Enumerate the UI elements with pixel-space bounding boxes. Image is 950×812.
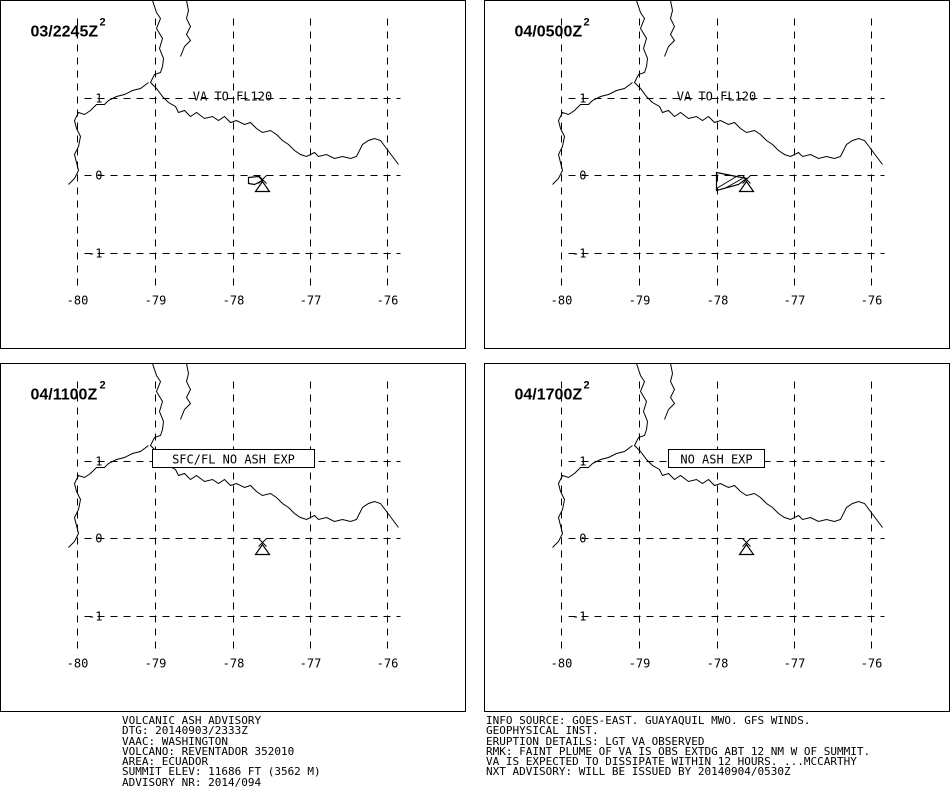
longitude-tick-label: -78 [223,657,245,671]
longitude-tick-label: -80 [67,657,89,671]
coastline-west [68,82,149,185]
advisory-eruption-details: ERUPTION DETAILS: LGT VA OBSERVED [486,734,705,748]
advisory-dtg: DTG: 20140903/2333Z [122,724,248,738]
annotation-box [152,449,315,468]
coastline [633,0,883,165]
advisory-right-column: INFO SOURCE: GOES-EAST. GUAYAQUIL MWO. G… [486,714,871,779]
ash-annotation: VA TO FL120 [677,90,756,104]
latitude-tick-label: 0 [95,532,102,546]
border-line [664,0,676,57]
panel-time-label: 03/2245Z [31,24,99,41]
longitude-tick-label: -79 [145,294,167,308]
longitude-tick-label: -80 [551,657,573,671]
latitude-tick-label: 1 [95,92,102,106]
advisory-remark: RMK: FAINT PLUME OF VA IS OBS EXTDG ABT … [486,744,871,758]
advisory-summit-elev: SUMMIT ELEV: 11686 FT (3562 M) [122,765,321,779]
longitude-tick-label: -80 [67,294,89,308]
panel-time-superscript: 2 [100,380,106,392]
panel-time-label: 04/0500Z [515,24,583,41]
latitude-tick-label: 0 [579,169,586,183]
longitude-tick-label: -78 [223,294,245,308]
longitude-tick-label: -77 [300,657,322,671]
coastline [633,363,883,528]
border-line [180,0,192,57]
longitude-tick-label: -77 [784,657,806,671]
advisory-title: VOLCANIC ASH ADVISORY [122,714,262,727]
volcano-triangle-icon [254,175,271,193]
longitude-tick-label: -80 [551,294,573,308]
border-line [664,363,676,420]
border-line [180,363,192,420]
longitude-tick-label: -79 [629,294,651,308]
panel-time-superscript: 2 [100,17,106,29]
coastline-west [552,445,633,548]
coastline [149,0,399,165]
longitude-tick-label: -76 [861,657,883,671]
ash-annotation: NO ASH EXP [680,453,752,467]
advisory-info-source-cont: GEOPHYSICAL INST. [486,724,599,738]
panel-time-superscript: 2 [584,17,590,29]
volcano-triangle-icon [738,538,755,556]
longitude-tick-label: -76 [377,294,399,308]
longitude-tick-label: -78 [707,294,729,308]
latitude-tick-label: 0 [579,532,586,546]
ash-cloud-polygon [247,175,264,186]
advisory-left-column: VOLCANIC ASH ADVISORY DTG: 20140903/2333… [122,714,321,789]
longitude-tick-label: -77 [300,294,322,308]
advisory-area: AREA: ECUADOR [122,755,209,769]
latitude-tick-label: -1 [88,610,102,624]
latitude-tick-label: -1 [88,247,102,261]
latitude-tick-label: 1 [579,92,586,106]
latitude-tick-label: 0 [95,169,102,183]
advisory-info-source: INFO SOURCE: GOES-EAST. GUAYAQUIL MWO. G… [486,714,811,727]
latitude-tick-label: -1 [572,247,586,261]
latitude-tick-label: 1 [95,455,102,469]
panel-time-label: 04/1700Z [515,387,583,404]
longitude-tick-label: -78 [707,657,729,671]
longitude-tick-label: -77 [784,294,806,308]
panel-time-superscript: 2 [584,380,590,392]
advisory-vaac: VAAC: WASHINGTON [122,734,228,748]
ash-cloud-polygon [715,171,748,192]
coastline [149,363,399,528]
advisory-number: ADVISORY NR: 2014/094 [122,775,262,789]
volcano-triangle-icon [738,175,755,193]
coastline-west [552,82,633,185]
longitude-tick-label: -76 [377,657,399,671]
longitude-tick-label: -79 [629,657,651,671]
latitude-tick-label: 1 [579,455,586,469]
panel-time-label: 04/1100Z [31,387,98,404]
advisory-next: NXT ADVISORY: WILL BE ISSUED BY 20140904… [486,765,791,779]
advisory-volcano: VOLCANO: REVENTADOR 352010 [122,744,295,758]
coastline-west [68,445,149,548]
ash-annotation: VA TO FL120 [193,90,272,104]
latitude-tick-label: -1 [572,610,586,624]
longitude-tick-label: -76 [861,294,883,308]
annotation-box [668,449,765,468]
ash-annotation: SFC/FL NO ASH EXP [172,453,295,467]
longitude-tick-label: -79 [145,657,167,671]
volcano-triangle-icon [254,538,271,556]
advisory-remark-cont: VA IS EXPECTED TO DISSIPATE WITHIN 12 HO… [486,755,857,769]
